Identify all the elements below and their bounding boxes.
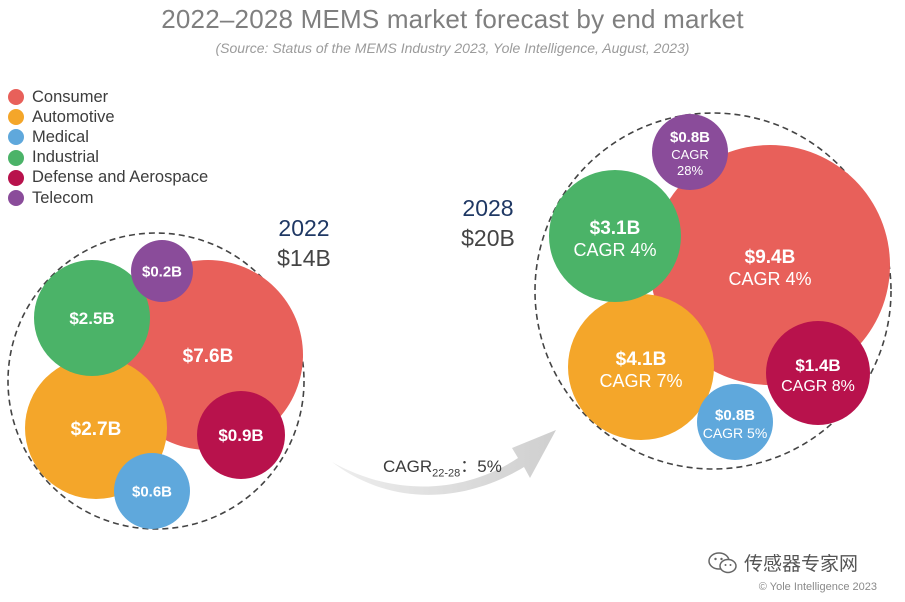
legend-item-defense-and-aerospace: Defense and Aerospace bbox=[8, 168, 208, 188]
bubble-2022-medical bbox=[114, 453, 190, 529]
bubble-cagr-label: CAGR 4% bbox=[728, 269, 811, 289]
legend-swatch bbox=[8, 89, 24, 106]
legend-swatch bbox=[8, 109, 24, 126]
watermark: 传感器专家网 bbox=[708, 549, 858, 576]
chart-title: 2022–2028 MEMS market forecast by end ma… bbox=[161, 4, 744, 34]
cagr-suffix: ：5% bbox=[460, 457, 502, 476]
year-2022-total: $14B bbox=[277, 245, 331, 271]
bubble-2028-automotive bbox=[568, 294, 714, 440]
legend-label: Consumer bbox=[32, 87, 109, 106]
bubble-value-label: $0.8B bbox=[670, 129, 710, 146]
bubble-value-label: $0.8B bbox=[715, 407, 755, 424]
legend-item-consumer: Consumer bbox=[8, 87, 208, 107]
bubble-2022-defense-and-aerospace bbox=[197, 391, 285, 479]
bubble-value-label: $2.7B bbox=[71, 419, 122, 440]
cagr-part: 28% bbox=[677, 163, 703, 178]
bubble-2028-industrial bbox=[549, 170, 681, 302]
legend-item-telecom: Telecom bbox=[8, 188, 208, 208]
bubble-cagr-label: CAGR 4% bbox=[573, 240, 656, 260]
bubble-value-label: $0.6B bbox=[132, 483, 172, 500]
legend: Consumer Automotive Medical Industrial Defen… bbox=[8, 87, 208, 208]
bubble-value-label: $0.2B bbox=[142, 263, 182, 280]
year-2028-total: $20B bbox=[461, 225, 515, 251]
wechat-icon bbox=[708, 551, 737, 573]
legend-label: Industrial bbox=[32, 148, 99, 167]
bubble-value-label: $9.4B bbox=[745, 247, 796, 268]
copyright: © Yole Intelligence 2023 bbox=[758, 581, 877, 593]
bubble-cagr-label: CAGR 7% bbox=[599, 371, 682, 391]
year-2028-label: 2028 bbox=[462, 195, 514, 221]
bubble-value-label: $4.1B bbox=[616, 349, 667, 370]
legend-swatch bbox=[8, 129, 24, 146]
bubble-value-label: $1.4B bbox=[795, 356, 840, 375]
bubble-2022-industrial bbox=[34, 260, 150, 376]
legend-item-automotive: Automotive bbox=[8, 107, 208, 127]
legend-swatch bbox=[8, 169, 24, 186]
group-outline-2022 bbox=[7, 232, 305, 530]
bubble-2028-telecom bbox=[652, 114, 728, 190]
year-2022-block: 2022 $14B bbox=[256, 213, 352, 273]
chart-subtitle: (Source: Status of the MEMS Industry 202… bbox=[215, 40, 690, 56]
growth-arrow bbox=[332, 430, 556, 495]
overall-cagr-label: CAGR22-28：5% bbox=[383, 452, 502, 479]
legend-item-medical: Medical bbox=[8, 127, 208, 147]
bubble-2022-telecom bbox=[131, 240, 193, 302]
bubble-2028-medical bbox=[697, 384, 773, 460]
bubble-cagr-label: CAGR 8% bbox=[781, 378, 855, 395]
bubble-value-label: $0.9B bbox=[218, 426, 263, 445]
legend-item-industrial: Industrial bbox=[8, 148, 208, 168]
bubble-cagr-label: CAGR 28% bbox=[671, 147, 709, 178]
cagr-subscript: 22-28 bbox=[432, 467, 461, 480]
cagr-part: CAGR bbox=[671, 147, 709, 162]
bubble-value-label: $7.6B bbox=[183, 346, 234, 367]
bubble-2028-defense-and-aerospace bbox=[766, 321, 870, 425]
watermark-text: 传感器专家网 bbox=[744, 553, 859, 575]
legend-label: Medical bbox=[32, 127, 89, 146]
bubble-value-label: $2.5B bbox=[69, 309, 114, 328]
bubble-cagr-label: CAGR 5% bbox=[703, 425, 768, 441]
group-outline-2028 bbox=[534, 112, 892, 470]
legend-label: Telecom bbox=[32, 188, 94, 207]
legend-label: Defense and Aerospace bbox=[32, 168, 209, 187]
legend-swatch bbox=[8, 149, 24, 166]
year-2022-label: 2022 bbox=[278, 215, 330, 241]
legend-swatch bbox=[8, 190, 24, 207]
cagr-prefix: CAGR bbox=[383, 457, 433, 476]
bubble-value-label: $3.1B bbox=[590, 218, 641, 239]
year-2028-block: 2028 $20B bbox=[440, 193, 536, 253]
legend-label: Automotive bbox=[32, 107, 115, 126]
